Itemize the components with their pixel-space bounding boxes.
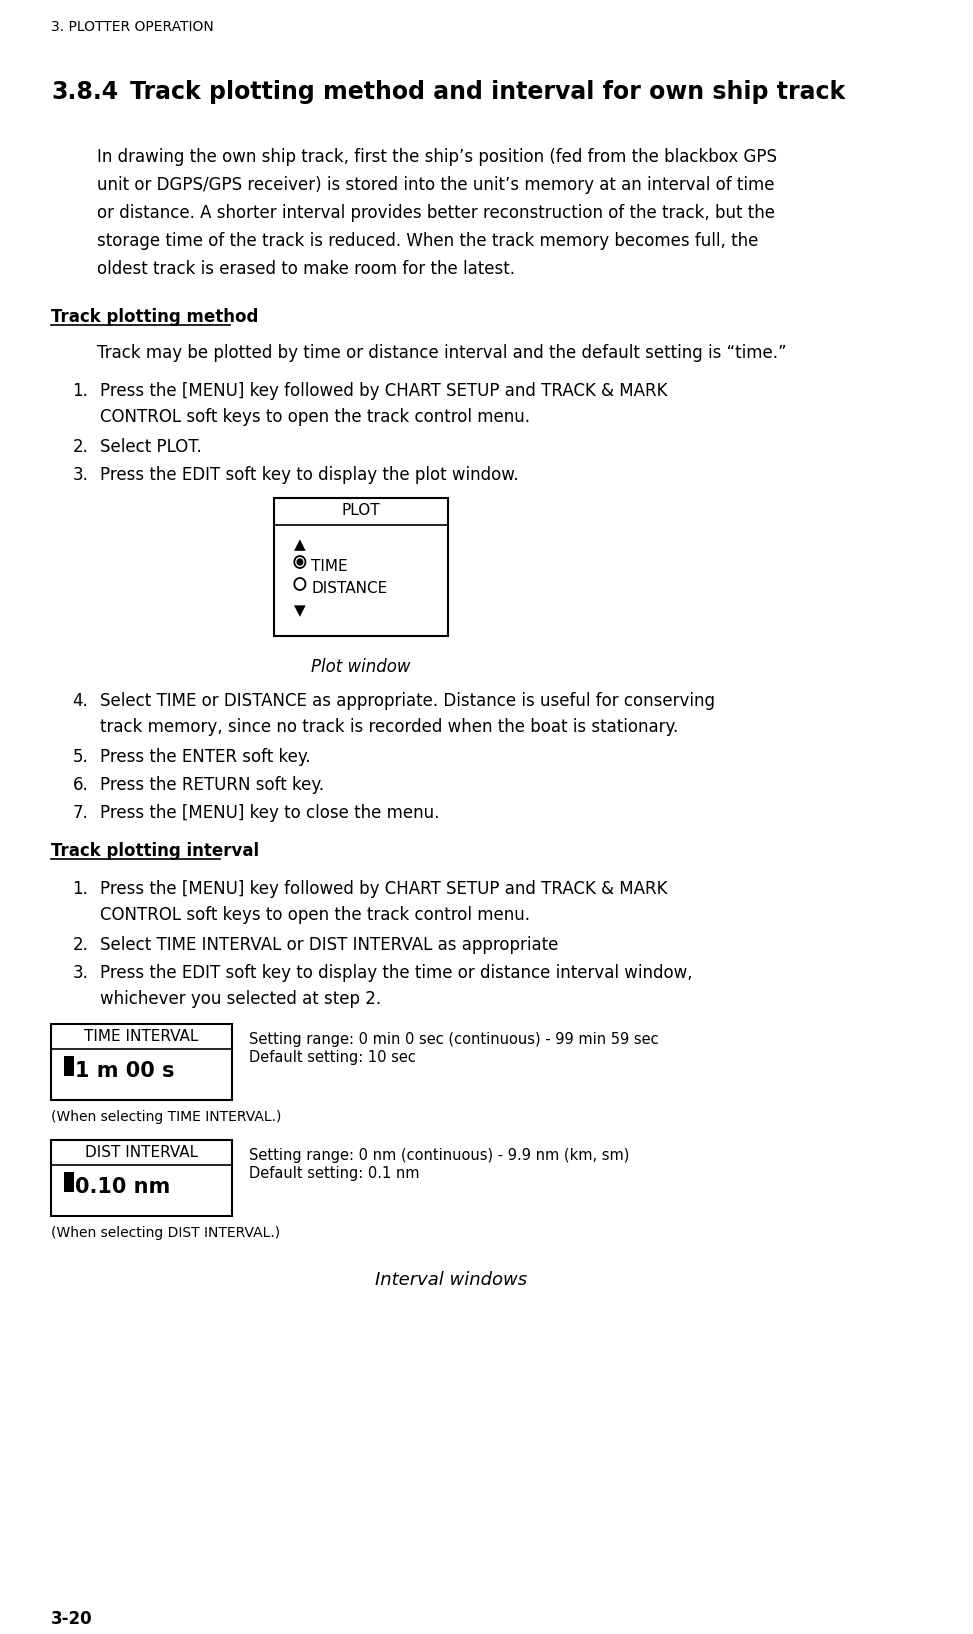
- Text: (When selecting TIME INTERVAL.): (When selecting TIME INTERVAL.): [51, 1109, 281, 1124]
- Text: or distance. A shorter interval provides better reconstruction of the track, but: or distance. A shorter interval provides…: [97, 204, 775, 222]
- Text: Select TIME or DISTANCE as appropriate. Distance is useful for conserving: Select TIME or DISTANCE as appropriate. …: [100, 693, 715, 711]
- Text: Press the ENTER soft key.: Press the ENTER soft key.: [100, 748, 311, 766]
- Text: Press the EDIT soft key to display the time or distance interval window,: Press the EDIT soft key to display the t…: [100, 964, 693, 982]
- Text: Setting range: 0 min 0 sec (continuous) - 99 min 59 sec: Setting range: 0 min 0 sec (continuous) …: [249, 1033, 659, 1047]
- Text: oldest track is erased to make room for the latest.: oldest track is erased to make room for …: [97, 260, 516, 278]
- Text: TIME INTERVAL: TIME INTERVAL: [85, 1029, 198, 1044]
- Text: Default setting: 10 sec: Default setting: 10 sec: [249, 1051, 415, 1065]
- Text: (When selecting DIST INTERVAL.): (When selecting DIST INTERVAL.): [51, 1226, 280, 1240]
- Text: Track plotting interval: Track plotting interval: [51, 842, 259, 859]
- Text: In drawing the own ship track, first the ship’s position (fed from the blackbox : In drawing the own ship track, first the…: [97, 149, 777, 167]
- Text: CONTROL soft keys to open the track control menu.: CONTROL soft keys to open the track cont…: [100, 408, 530, 426]
- Text: 3.8.4: 3.8.4: [51, 80, 118, 105]
- Text: Press the RETURN soft key.: Press the RETURN soft key.: [100, 776, 324, 794]
- Text: DISTANCE: DISTANCE: [311, 582, 387, 596]
- Text: CONTROL soft keys to open the track control menu.: CONTROL soft keys to open the track cont…: [100, 905, 530, 923]
- Text: 3. PLOTTER OPERATION: 3. PLOTTER OPERATION: [51, 20, 214, 34]
- Text: Interval windows: Interval windows: [376, 1271, 527, 1289]
- Text: 1.: 1.: [72, 881, 89, 899]
- Text: Track plotting method and interval for own ship track: Track plotting method and interval for o…: [130, 80, 846, 105]
- Text: Plot window: Plot window: [311, 659, 411, 676]
- Text: 0.10 nm: 0.10 nm: [75, 1176, 170, 1198]
- Text: Press the [MENU] key followed by CHART SETUP and TRACK & MARK: Press the [MENU] key followed by CHART S…: [100, 382, 667, 400]
- Text: Press the [MENU] key to close the menu.: Press the [MENU] key to close the menu.: [100, 804, 440, 822]
- Bar: [273, 498, 449, 636]
- Text: Track may be plotted by time or distance interval and the default setting is “ti: Track may be plotted by time or distance…: [97, 345, 787, 363]
- Text: track memory, since no track is recorded when the boat is stationary.: track memory, since no track is recorded…: [100, 717, 678, 735]
- Text: Select TIME INTERVAL or DIST INTERVAL as appropriate: Select TIME INTERVAL or DIST INTERVAL as…: [100, 936, 559, 954]
- Text: DIST INTERVAL: DIST INTERVAL: [85, 1145, 198, 1160]
- Text: 1.: 1.: [72, 382, 89, 400]
- Text: storage time of the track is reduced. When the track memory becomes full, the: storage time of the track is reduced. Wh…: [97, 232, 759, 250]
- Bar: [51, 1025, 233, 1100]
- Text: TIME: TIME: [311, 559, 347, 574]
- Text: 3.: 3.: [72, 466, 89, 484]
- Text: 6.: 6.: [72, 776, 89, 794]
- Text: 3-20: 3-20: [51, 1609, 92, 1627]
- Text: Press the EDIT soft key to display the plot window.: Press the EDIT soft key to display the p…: [100, 466, 519, 484]
- Text: Select PLOT.: Select PLOT.: [100, 438, 202, 456]
- Text: 2.: 2.: [72, 936, 89, 954]
- Bar: [51, 1141, 233, 1216]
- Text: whichever you selected at step 2.: whichever you selected at step 2.: [100, 990, 381, 1008]
- Text: Setting range: 0 nm (continuous) - 9.9 nm (km, sm): Setting range: 0 nm (continuous) - 9.9 n…: [249, 1149, 630, 1163]
- Text: 1 m 00 s: 1 m 00 s: [75, 1060, 175, 1082]
- Text: 3.: 3.: [72, 964, 89, 982]
- Bar: [64, 1056, 74, 1077]
- Text: 7.: 7.: [72, 804, 89, 822]
- Text: 5.: 5.: [72, 748, 89, 766]
- Text: Press the [MENU] key followed by CHART SETUP and TRACK & MARK: Press the [MENU] key followed by CHART S…: [100, 881, 667, 899]
- Text: unit or DGPS/GPS receiver) is stored into the unit’s memory at an interval of ti: unit or DGPS/GPS receiver) is stored int…: [97, 176, 775, 194]
- Text: ▲: ▲: [294, 538, 306, 552]
- Text: 4.: 4.: [72, 693, 89, 711]
- Text: PLOT: PLOT: [342, 503, 380, 518]
- Text: Track plotting method: Track plotting method: [51, 307, 259, 327]
- Bar: [64, 1172, 74, 1191]
- Circle shape: [297, 559, 303, 565]
- Text: ▼: ▼: [294, 603, 306, 618]
- Text: 2.: 2.: [72, 438, 89, 456]
- Text: Default setting: 0.1 nm: Default setting: 0.1 nm: [249, 1167, 419, 1181]
